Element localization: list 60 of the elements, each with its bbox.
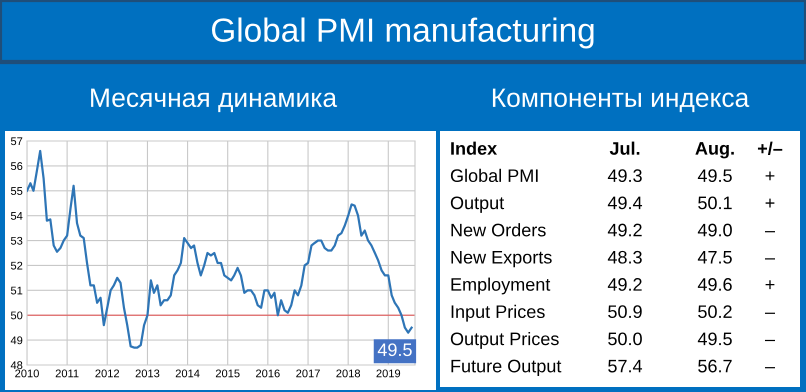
data-label: 50.0 bbox=[608, 332, 642, 346]
data-label: + bbox=[766, 280, 774, 290]
data-label: 49.3 bbox=[608, 169, 642, 182]
y-tick-label: 52 bbox=[10, 262, 22, 270]
category-label: Output Prices bbox=[450, 332, 559, 349]
category-label: Future Output bbox=[451, 360, 562, 376]
data-label: – bbox=[764, 340, 776, 342]
data-label: 49.2 bbox=[608, 278, 642, 291]
text: Aug. bbox=[695, 142, 734, 158]
data-label: 57.4 bbox=[608, 360, 642, 372]
data-label: 49.5 bbox=[698, 169, 732, 182]
y-tick-label: 54 bbox=[10, 212, 23, 220]
chart-title: Global PMI manufacturing bbox=[212, 17, 594, 49]
data-label: 50.2 bbox=[698, 305, 732, 318]
data-label: 50.1 bbox=[698, 196, 732, 210]
category-label: New Exports bbox=[451, 251, 552, 268]
data-label: – bbox=[764, 367, 776, 368]
x-tick-label: 2011 bbox=[56, 369, 79, 378]
y-tick-label: 51 bbox=[10, 286, 22, 294]
y-tick-label: 50 bbox=[10, 311, 22, 320]
legend-title: Index bbox=[451, 142, 498, 155]
data-label: – bbox=[764, 258, 776, 260]
chart-subtitle: Месячная динамика bbox=[91, 88, 338, 112]
y-tick-label: 55 bbox=[10, 187, 22, 195]
data-label: 49.6 bbox=[698, 278, 732, 291]
category-label: Output bbox=[450, 196, 504, 213]
x-tick-label: 2019 bbox=[376, 369, 400, 378]
category-label: New Orders bbox=[451, 223, 546, 236]
text: +/– bbox=[758, 142, 782, 156]
y-tick-label: 56 bbox=[10, 162, 22, 170]
x-tick-label: 2013 bbox=[136, 369, 160, 378]
text: Компоненты индекса bbox=[492, 88, 750, 112]
category-label: Employment bbox=[451, 278, 550, 294]
data-label: – bbox=[764, 231, 776, 232]
x-tick-label: 2016 bbox=[256, 369, 280, 378]
data-label: 56.7 bbox=[698, 360, 732, 372]
x-tick-label: 2018 bbox=[336, 369, 360, 378]
data-label: 48.3 bbox=[608, 250, 642, 264]
data-label: + bbox=[766, 198, 774, 208]
data-label: – bbox=[764, 312, 776, 314]
data-label: 49.2 bbox=[608, 224, 642, 236]
data-label: 49.0 bbox=[698, 224, 732, 236]
x-tick-label: 2014 bbox=[176, 369, 200, 378]
category-label: Global PMI bbox=[450, 168, 538, 182]
data-label: 47.5 bbox=[698, 251, 732, 264]
data-label: 49.5 bbox=[698, 332, 732, 346]
data-label: 49.4 bbox=[608, 196, 642, 210]
series-label: Jul. bbox=[610, 142, 640, 155]
x-tick-label: 2010 bbox=[15, 369, 39, 378]
data-label: 50.9 bbox=[608, 305, 642, 318]
data-label: + bbox=[766, 171, 774, 180]
y-tick-label: 48 bbox=[10, 361, 22, 370]
x-tick-label: 2017 bbox=[296, 369, 320, 378]
y-tick-label: 53 bbox=[10, 236, 22, 245]
x-tick-label: 2012 bbox=[95, 369, 120, 378]
x-tick-label: 2015 bbox=[216, 369, 240, 378]
category-label: Input Prices bbox=[452, 304, 545, 322]
annotation: 49.5 bbox=[378, 343, 412, 356]
y-tick-label: 49 bbox=[10, 336, 22, 344]
y-tick-label: 57 bbox=[10, 137, 22, 146]
